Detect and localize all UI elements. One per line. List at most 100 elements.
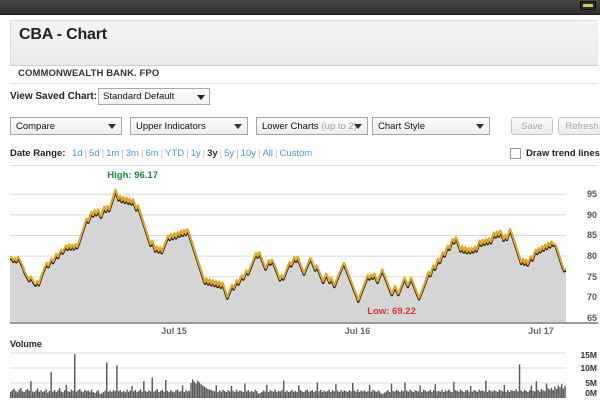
volume-bar: [505, 391, 507, 398]
volume-bar: [378, 391, 381, 398]
compare-select[interactable]: Compare: [10, 117, 122, 135]
date-range-5d[interactable]: 5d: [89, 148, 100, 159]
volume-bar: [178, 391, 180, 398]
volume-bar: [94, 392, 96, 398]
volume-bar: [269, 390, 271, 398]
price-x-tick: Jul 17: [528, 326, 554, 336]
volume-bar: [124, 392, 127, 398]
volume-bar: [153, 391, 155, 398]
volume-bar: [148, 390, 150, 398]
refresh-button[interactable]: Refresh: [558, 117, 600, 135]
volume-bar: [530, 385, 533, 398]
volume-bar: [493, 390, 495, 398]
volume-bar: [370, 391, 373, 398]
date-range-ytd[interactable]: YTD: [165, 148, 185, 159]
volume-bar: [95, 391, 98, 398]
volume-bar: [466, 389, 469, 398]
price-plot-svg[interactable]: [10, 184, 566, 322]
volume-bar: [190, 383, 192, 398]
volume-bar: [230, 386, 233, 398]
volume-bar: [424, 390, 426, 398]
volume-bar: [156, 389, 159, 398]
draw-trend-lines-control[interactable]: Draw trend lines: [510, 147, 600, 161]
volume-bar: [36, 388, 39, 398]
volume-bar: [510, 390, 512, 398]
date-range-separator: |: [236, 148, 239, 159]
volume-bar: [279, 391, 282, 398]
date-range-separator: |: [101, 148, 105, 159]
volume-bar: [400, 390, 403, 398]
volume-bar: [272, 391, 275, 398]
volume-bar: [544, 391, 546, 398]
chevron-down-icon: [234, 124, 242, 129]
volume-bar: [79, 389, 81, 398]
volume-bar: [336, 390, 339, 398]
volume-bar: [446, 391, 448, 398]
upper-indicators-select[interactable]: Upper Indicators: [130, 117, 248, 135]
volume-bar: [106, 362, 108, 398]
volume-bar: [498, 389, 501, 398]
volume-bar: [343, 390, 346, 398]
volume-bar: [237, 391, 239, 398]
page-header-card: CBA - Chart: [10, 20, 598, 66]
price-y-tick: 85: [586, 230, 597, 241]
volume-bar: [313, 392, 315, 398]
volume-bar: [82, 392, 84, 398]
volume-bar: [328, 389, 330, 398]
volume-bar: [321, 392, 324, 398]
saved-chart-select[interactable]: Standard Default: [98, 88, 210, 105]
volume-bar: [159, 391, 162, 398]
volume-bar: [134, 389, 137, 398]
volume-bar: [107, 391, 110, 398]
volume-bar: [284, 391, 287, 398]
date-range-10y[interactable]: 10y: [240, 148, 256, 159]
volume-y-tick: 0M: [585, 388, 597, 398]
volume-bar: [16, 392, 19, 398]
price-y-axis: 65 70 75 80 85 90 95: [570, 184, 598, 323]
volume-bar: [176, 389, 179, 398]
volume-bar: [429, 389, 431, 398]
volume-bar: [481, 390, 484, 398]
volume-bar: [348, 390, 351, 398]
volume-bar: [365, 392, 367, 398]
volume-bar: [368, 384, 371, 398]
date-range-all[interactable]: All: [262, 148, 274, 159]
lower-charts-select[interactable]: Lower Charts (up to 2): [256, 117, 368, 135]
volume-bar: [191, 379, 194, 398]
volume-bar: [326, 391, 329, 398]
volume-bar: [528, 390, 531, 398]
volume-bar: [421, 392, 423, 398]
volume-bar: [527, 392, 529, 398]
date-range-3y[interactable]: 3y: [207, 148, 218, 159]
extension-badge-icon[interactable]: [580, 1, 596, 10]
volume-bar: [114, 391, 116, 398]
draw-trend-lines-checkbox[interactable]: [510, 148, 521, 159]
date-range-1d[interactable]: 1d: [72, 148, 83, 159]
volume-bar: [40, 390, 42, 398]
volume-bar: [186, 391, 189, 398]
date-range-5y[interactable]: 5y: [224, 148, 235, 159]
save-button[interactable]: Save: [511, 117, 553, 135]
volume-plot-svg[interactable]: [10, 350, 566, 398]
date-range-1m[interactable]: 1m: [106, 148, 120, 159]
volume-bar: [539, 391, 541, 398]
date-range-3m[interactable]: 3m: [125, 148, 139, 159]
volume-bar: [15, 391, 17, 398]
volume-bar: [444, 390, 447, 398]
volume-bar: [132, 391, 135, 398]
volume-bar: [131, 386, 133, 398]
volume-bar: [245, 391, 248, 398]
date-range-1y[interactable]: 1y: [190, 148, 201, 159]
chevron-down-icon: [476, 124, 484, 129]
price-line: [10, 188, 566, 302]
volume-bar: [377, 390, 379, 398]
volume-bar: [426, 391, 428, 398]
date-range-custom[interactable]: Custom: [279, 148, 313, 159]
volume-bar: [560, 384, 563, 398]
chart-style-select[interactable]: Chart Style: [372, 117, 490, 135]
date-range-6m[interactable]: 6m: [145, 148, 159, 159]
volume-bar: [23, 392, 25, 398]
volume-bar: [468, 391, 470, 398]
volume-bar: [121, 392, 123, 398]
date-range-links: 1d | 5d | 1m | 3m | 6m | YTD | 1y | 3y | 5y | 10y | All | Cust…: [72, 148, 312, 159]
